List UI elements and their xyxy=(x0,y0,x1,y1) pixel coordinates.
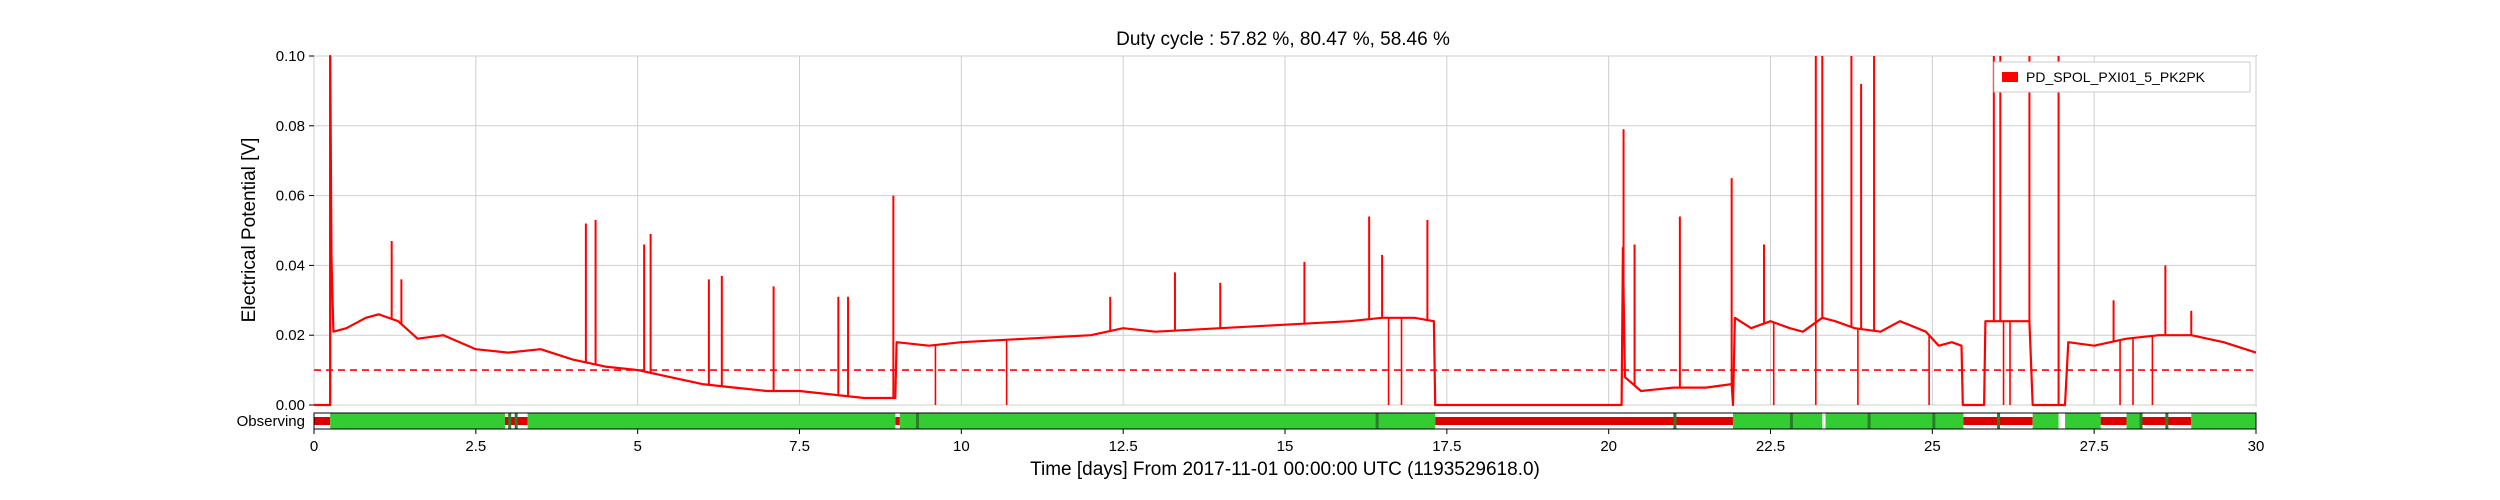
x-tick-label: 27.5 xyxy=(2080,438,2109,455)
legend-box xyxy=(1993,61,2251,93)
y-tick-label: 0.04 xyxy=(276,257,305,274)
segment-active xyxy=(2191,413,2256,429)
segment-inactive xyxy=(895,417,900,425)
segment-active xyxy=(2065,413,2101,429)
x-axis: 0 2.5 5 7.5 10 12.5 15 17.5 20 22.5 25 27.5 30 xyxy=(310,429,2265,455)
segment-inactive xyxy=(314,417,331,425)
segment-marker xyxy=(2139,413,2143,429)
segment-marker xyxy=(514,413,518,429)
x-tick-label: 25 xyxy=(1924,438,1941,455)
segment-active xyxy=(2032,413,2059,429)
y-tick-label: 0.02 xyxy=(276,327,305,344)
segment-marker xyxy=(1375,413,1379,429)
segment-active xyxy=(1732,413,1823,429)
y-tick-label: 0.10 xyxy=(276,48,305,65)
x-tick-label: 0 xyxy=(310,438,318,455)
segment-marker xyxy=(2165,413,2169,429)
y-axis-label: Electrical Potential [V] xyxy=(239,138,260,323)
segment-active xyxy=(527,413,896,429)
y-tick-label: 0.06 xyxy=(276,188,305,205)
segment-active xyxy=(2126,413,2140,429)
legend: PD_SPOL_PXI01_5_PK2PK xyxy=(1993,61,2251,93)
segment-marker xyxy=(1789,413,1793,429)
x-tick-label: 22.5 xyxy=(1756,438,1785,455)
series-line xyxy=(314,54,2257,407)
x-tick-label: 10 xyxy=(953,438,970,455)
grid xyxy=(313,55,2257,406)
segment-marker xyxy=(1932,413,1936,429)
main-plot: 0.00 0.02 0.04 0.06 0.08 0.10 Electrical Pote… xyxy=(239,48,2257,414)
series-layer xyxy=(314,54,2257,407)
observing-strip: Observing 0 2.5 5 7.5 10 12.5 15 17.5 20 22.5 25 27… xyxy=(237,412,2265,455)
segment-inactive xyxy=(2100,417,2127,425)
x-tick-label: 2.5 xyxy=(465,438,486,455)
segment-marker xyxy=(1673,413,1677,429)
segments-layer xyxy=(314,413,2256,429)
chart-title: Duty cycle : 57.82 %, 80.47 %, 58.46 % xyxy=(1116,29,1450,50)
segments-row-label: Observing xyxy=(237,413,305,430)
x-tick-label: 7.5 xyxy=(789,438,810,455)
x-tick-label: 5 xyxy=(633,438,641,455)
x-tick-label: 17.5 xyxy=(1432,438,1461,455)
segment-active xyxy=(899,413,1436,429)
segment-marker xyxy=(1867,413,1871,429)
y-tick-label: 0.08 xyxy=(276,118,305,135)
x-tick-label: 30 xyxy=(2248,438,2265,455)
segment-marker xyxy=(916,413,920,429)
y-tick-label: 0.00 xyxy=(276,397,305,414)
segment-active xyxy=(1825,413,1964,429)
segment-marker xyxy=(508,413,512,429)
legend-swatch-0 xyxy=(2002,72,2018,82)
y-axis: 0.00 0.02 0.04 0.06 0.08 0.10 xyxy=(276,48,314,414)
x-tick-label: 20 xyxy=(1600,438,1617,455)
segment-marker xyxy=(1997,413,2001,429)
x-tick-label: 15 xyxy=(1277,438,1294,455)
segment-active xyxy=(330,413,505,429)
legend-label-0: PD_SPOL_PXI01_5_PK2PK xyxy=(2026,69,2206,85)
x-axis-label: Time [days] From 2017-11-01 00:00:00 UTC… xyxy=(1030,459,1540,480)
segment-inactive xyxy=(1435,417,1733,425)
x-tick-label: 12.5 xyxy=(1109,438,1138,455)
